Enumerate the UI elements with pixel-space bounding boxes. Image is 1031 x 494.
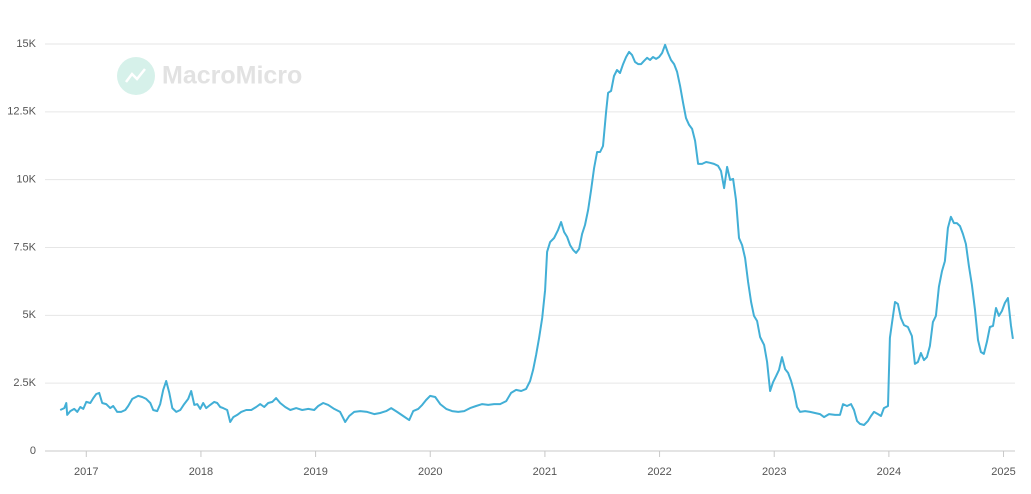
x-tick-label: 2018 — [189, 466, 213, 478]
x-tick-label: 2023 — [762, 466, 786, 478]
y-tick-label: 10K — [16, 174, 36, 186]
x-tick-label: 2019 — [303, 466, 327, 478]
x-tick-label: 2021 — [533, 466, 557, 478]
y-tick-label: 5K — [23, 309, 37, 321]
watermark-text: MacroMicro — [162, 62, 302, 90]
watermark-logo-icon — [125, 68, 146, 83]
y-tick-label: 15K — [16, 38, 36, 50]
x-tick-label: 2025 — [991, 466, 1015, 478]
y-tick-label: 7.5K — [13, 241, 36, 253]
data-line — [59, 43, 1014, 426]
x-tick-label: 2024 — [877, 466, 901, 478]
x-tick-label: 2022 — [647, 466, 671, 478]
x-tick-label: 2020 — [418, 466, 442, 478]
watermark-logo — [117, 57, 155, 95]
watermark: MacroMicro — [117, 57, 302, 95]
y-tick-label: 0 — [30, 445, 36, 457]
y-tick-label: 12.5K — [7, 106, 36, 118]
x-tick-label: 2017 — [74, 466, 98, 478]
y-tick-label: 2.5K — [13, 377, 36, 389]
